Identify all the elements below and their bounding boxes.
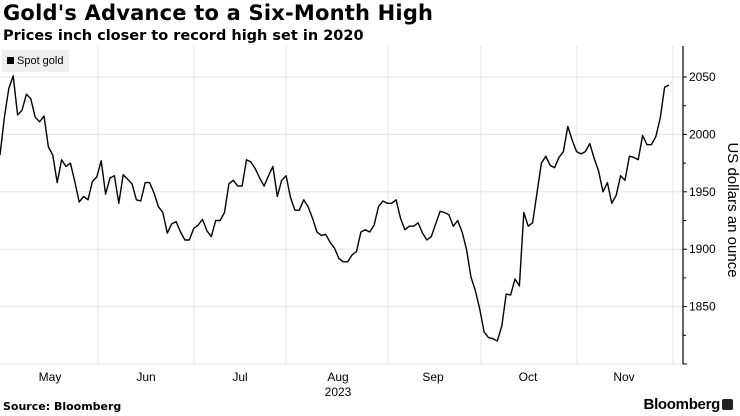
bloomberg-logo: Bloomberg [643, 396, 721, 413]
y-tick-label: 2050 [689, 70, 716, 84]
y-tick-label: 1950 [689, 185, 716, 199]
x-tick-label: May [39, 370, 62, 384]
x-tick-label: Jun [136, 370, 155, 384]
x-tick-label: Oct [519, 370, 538, 384]
y-tick-label: 2000 [689, 127, 716, 141]
x-tick-label: Jul [232, 370, 247, 384]
y-axis-label: US dollars an ounce [724, 142, 740, 277]
y-tick-label: 1850 [689, 300, 716, 314]
chart-subtitle: Prices inch closer to record high set in… [3, 28, 364, 44]
x-year-label: 2023 [325, 385, 352, 399]
legend-swatch-icon [7, 57, 14, 64]
x-tick-label: Nov [613, 370, 634, 384]
source-note: Source: Bloomberg [3, 400, 122, 413]
bloomberg-chart-icon [722, 399, 733, 410]
chart-title: Gold's Advance to a Six-Month High [3, 1, 434, 25]
y-tick-label: 1900 [689, 242, 716, 256]
y-axis: 1850 1900 1950 2000 2050 [682, 46, 716, 365]
x-tick-label: Sep [422, 370, 444, 384]
legend: Spot gold [2, 50, 70, 72]
legend-label: Spot gold [17, 55, 64, 67]
spot-gold-line [0, 75, 670, 342]
x-axis: May Jun Jul Aug Sep Oct Nov 2023 [39, 370, 635, 399]
x-tick-label: Aug [327, 370, 348, 384]
grid-lines [0, 46, 683, 365]
